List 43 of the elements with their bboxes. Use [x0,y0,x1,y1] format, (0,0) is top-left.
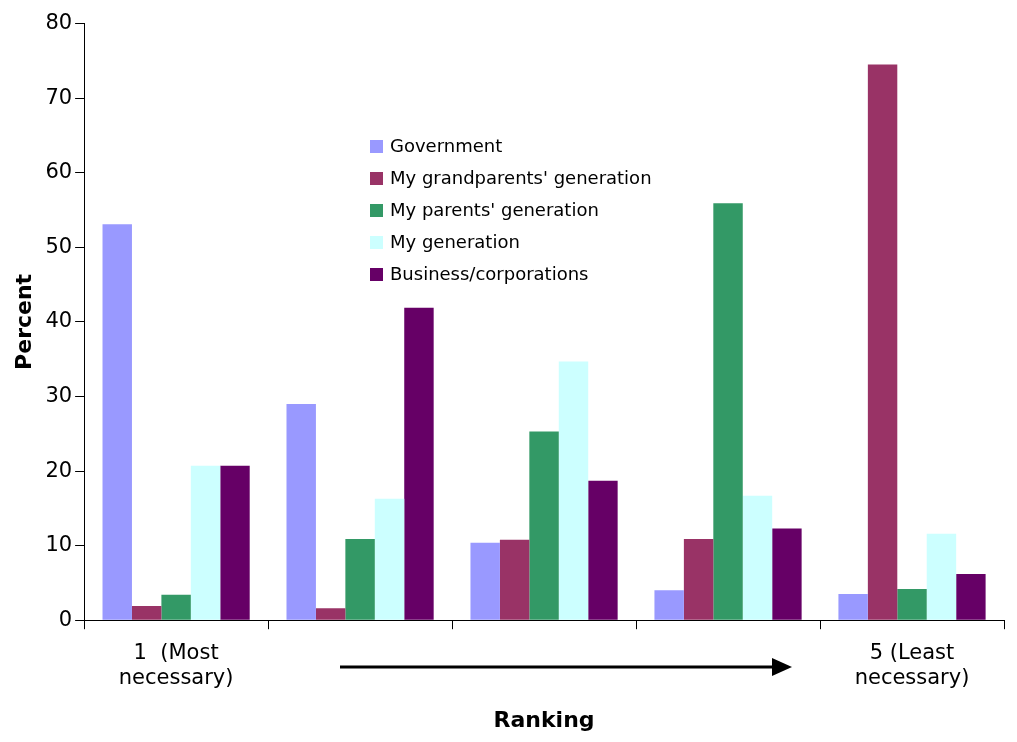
bar [374,498,405,620]
bar [654,590,684,620]
bar [529,431,559,620]
y-tick-label: 20 [45,457,73,482]
bar [131,606,162,620]
legend-label: My generation [390,230,520,254]
bar [742,495,773,620]
bar [926,533,957,620]
bar [558,361,589,620]
legend-label: Government [390,134,503,158]
y-tick-label: 70 [45,84,73,109]
bar [345,538,375,620]
bar [867,64,898,620]
x-tick-label: 1 (Most necessary) [118,640,234,690]
bar [102,224,132,620]
bar [956,573,986,620]
legend-label: My grandparents' generation [390,166,652,190]
bar [838,594,868,620]
y-tick-label: 0 [58,606,73,631]
bar [220,465,250,620]
y-tick-label: 60 [45,159,73,184]
bar [897,588,927,620]
y-tick-label: 10 [45,532,73,557]
legend-label: My parents' generation [390,198,599,222]
x-axis-title: Ranking [493,706,595,732]
bar [315,608,346,620]
bar [683,538,714,620]
bar [161,594,191,620]
bar [772,528,802,620]
bar [404,307,434,620]
y-tick-label: 80 [45,10,73,35]
bar [190,465,221,620]
y-tick-label: 30 [45,382,73,407]
y-tick-label: 50 [45,233,73,258]
bar [713,203,743,620]
bar [286,403,316,620]
x-tick-label: 5 (Least necessary) [854,640,970,690]
y-axis-title: Percent [10,273,36,370]
y-tick-label: 40 [45,308,73,333]
legend-label: Business/corporations [390,262,589,286]
bar [588,480,618,620]
bar [470,542,500,620]
bar [499,539,530,620]
